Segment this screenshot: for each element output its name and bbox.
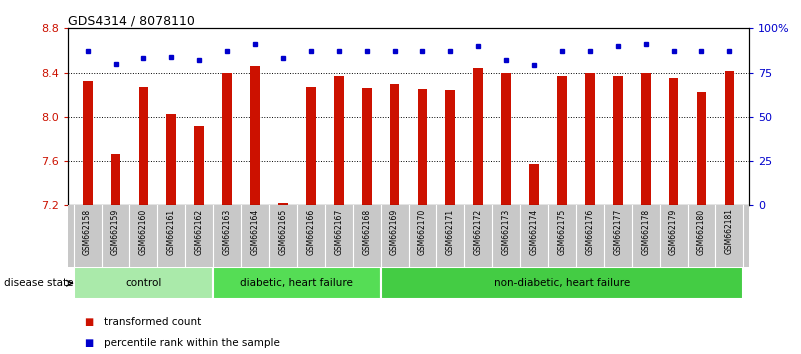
Bar [557, 76, 567, 205]
Bar [613, 76, 622, 205]
Text: GSM662168: GSM662168 [362, 209, 371, 255]
Bar [139, 87, 148, 205]
Bar [250, 66, 260, 205]
Text: GSM662178: GSM662178 [641, 209, 650, 255]
Text: GSM662166: GSM662166 [306, 209, 316, 255]
Text: ■: ■ [84, 317, 94, 327]
Text: GSM662174: GSM662174 [529, 209, 538, 255]
Text: ■: ■ [84, 338, 94, 348]
Text: GSM662181: GSM662181 [725, 209, 734, 255]
Bar [306, 87, 316, 205]
Text: GSM662170: GSM662170 [418, 209, 427, 255]
Text: GSM662180: GSM662180 [697, 209, 706, 255]
Text: transformed count: transformed count [104, 317, 201, 327]
Bar [167, 114, 176, 205]
Bar [697, 92, 706, 205]
Text: diabetic, heart failure: diabetic, heart failure [240, 278, 353, 288]
Text: GSM662171: GSM662171 [446, 209, 455, 255]
Bar [195, 126, 204, 205]
Text: GSM662164: GSM662164 [251, 209, 260, 255]
Bar [213, 267, 380, 299]
Text: GSM662161: GSM662161 [167, 209, 176, 255]
Bar [278, 203, 288, 205]
Bar [334, 76, 344, 205]
Bar [725, 72, 735, 205]
Bar [641, 73, 650, 205]
Text: GSM662167: GSM662167 [334, 209, 344, 255]
Text: GSM662165: GSM662165 [279, 209, 288, 255]
Text: control: control [125, 278, 162, 288]
Bar [445, 90, 455, 205]
Bar [473, 68, 483, 205]
Text: disease state: disease state [4, 278, 74, 288]
Text: GSM662173: GSM662173 [501, 209, 511, 255]
Text: GSM662179: GSM662179 [669, 209, 678, 255]
Text: GSM662177: GSM662177 [614, 209, 622, 255]
Bar [501, 73, 511, 205]
Bar [380, 267, 743, 299]
Bar [222, 73, 232, 205]
Bar [585, 73, 595, 205]
Text: GDS4314 / 8078110: GDS4314 / 8078110 [68, 14, 195, 27]
Text: GSM662159: GSM662159 [111, 209, 120, 255]
Text: GSM662169: GSM662169 [390, 209, 399, 255]
Text: GSM662162: GSM662162 [195, 209, 203, 255]
Text: GSM662163: GSM662163 [223, 209, 231, 255]
Bar [669, 78, 678, 205]
Bar [362, 88, 372, 205]
Text: GSM662160: GSM662160 [139, 209, 148, 255]
Bar [83, 81, 92, 205]
Text: GSM662175: GSM662175 [557, 209, 566, 255]
Bar [111, 154, 120, 205]
Text: GSM662172: GSM662172 [473, 209, 483, 255]
Bar [529, 164, 539, 205]
Text: percentile rank within the sample: percentile rank within the sample [104, 338, 280, 348]
Text: GSM662158: GSM662158 [83, 209, 92, 255]
Text: GSM662176: GSM662176 [586, 209, 594, 255]
Bar [389, 84, 400, 205]
Text: non-diabetic, heart failure: non-diabetic, heart failure [494, 278, 630, 288]
Bar [74, 267, 213, 299]
Bar [417, 89, 428, 205]
